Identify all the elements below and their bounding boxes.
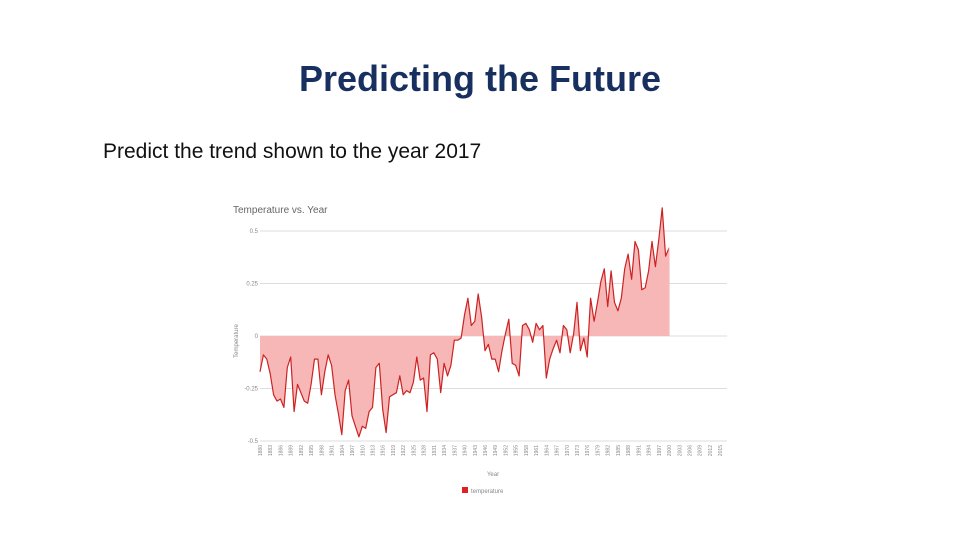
series-line (259, 207, 670, 438)
x-tick-label: 2003 (677, 445, 683, 456)
x-tick-label: 1886 (278, 445, 284, 456)
x-tick-label: 1922 (401, 445, 407, 456)
y-axis-label: Temperature (234, 323, 240, 357)
x-tick-label: 1946 (483, 445, 489, 456)
x-tick-label: 1934 (442, 445, 448, 456)
x-tick-label: 1889 (289, 445, 295, 456)
x-tick-label: 1967 (555, 445, 561, 456)
x-tick-label: 1901 (330, 445, 336, 456)
x-tick-label: 2012 (708, 445, 714, 456)
y-tick-label: -0.5 (248, 439, 259, 445)
x-tick-label: 2015 (718, 445, 724, 456)
x-tick-label: 1979 (595, 445, 601, 456)
x-tick-label: 1943 (473, 445, 479, 456)
x-tick-label: 1892 (299, 445, 305, 456)
x-tick-label: 1910 (360, 445, 366, 456)
legend-label: temperature (471, 489, 504, 495)
x-tick-label: 2000 (667, 445, 673, 456)
x-tick-label: 1883 (268, 445, 274, 456)
y-tick-label: 0.5 (250, 229, 259, 235)
x-tick-label: 1913 (370, 445, 376, 456)
y-tick-labels: 0.5 0.25 0 -0.25 -0.5 (244, 229, 258, 445)
x-tick-label: 1898 (319, 445, 325, 456)
x-tick-label: 1880 (258, 445, 264, 456)
x-tick-label: 1985 (616, 445, 622, 456)
x-tick-label: 1895 (309, 445, 315, 456)
x-tick-label: 1991 (636, 445, 642, 456)
y-tick-label: -0.25 (244, 387, 258, 393)
slide-title: Predicting the Future (298, 58, 662, 99)
x-tick-label: 1973 (575, 445, 581, 456)
x-tick-labels: 1880 1883 1886 1889 1892 1895 1898 1901 1904 1907… (258, 445, 724, 456)
x-tick-label: 1958 (524, 445, 530, 456)
x-tick-label: 1964 (544, 445, 550, 456)
y-tick-label: 0 (255, 334, 259, 340)
x-tick-label: 1961 (534, 445, 540, 456)
x-tick-label: 1937 (452, 445, 458, 456)
x-tick-label: 1988 (626, 445, 632, 456)
x-tick-label: 1949 (493, 445, 499, 456)
x-tick-label: 1970 (565, 445, 571, 456)
temperature-chart: Temperature vs. Year 0.5 0.25 0 -0.25 -0.5 1… (233, 205, 727, 495)
x-tick-label: 1928 (422, 445, 428, 456)
slide-body-text: Predict the trend shown to the year 2017 (103, 140, 482, 163)
x-tick-label: 1955 (514, 445, 520, 456)
x-tick-label: 1952 (503, 445, 509, 456)
x-tick-label: 2009 (698, 445, 704, 456)
y-tick-label: 0.25 (246, 282, 258, 288)
x-tick-label: 1994 (647, 445, 653, 456)
chart-legend: temperature (462, 487, 504, 495)
x-tick-label: 1940 (463, 445, 469, 456)
x-tick-label: 1925 (411, 445, 417, 456)
x-tick-label: 1931 (432, 445, 438, 456)
x-tick-label: 1982 (606, 445, 612, 456)
x-tick-label: 1976 (585, 445, 591, 456)
series-layer (259, 207, 670, 438)
x-tick-label: 1997 (657, 445, 663, 456)
chart-title: Temperature vs. Year (233, 205, 328, 216)
x-tick-label: 1907 (350, 445, 356, 456)
x-tick-label: 1904 (340, 445, 346, 456)
x-axis-label: Year (487, 472, 499, 478)
x-tick-label: 1916 (381, 445, 387, 456)
legend-swatch (462, 487, 468, 493)
x-tick-label: 2006 (688, 445, 694, 456)
x-tick-label: 1919 (391, 445, 397, 456)
series-area (260, 207, 670, 437)
